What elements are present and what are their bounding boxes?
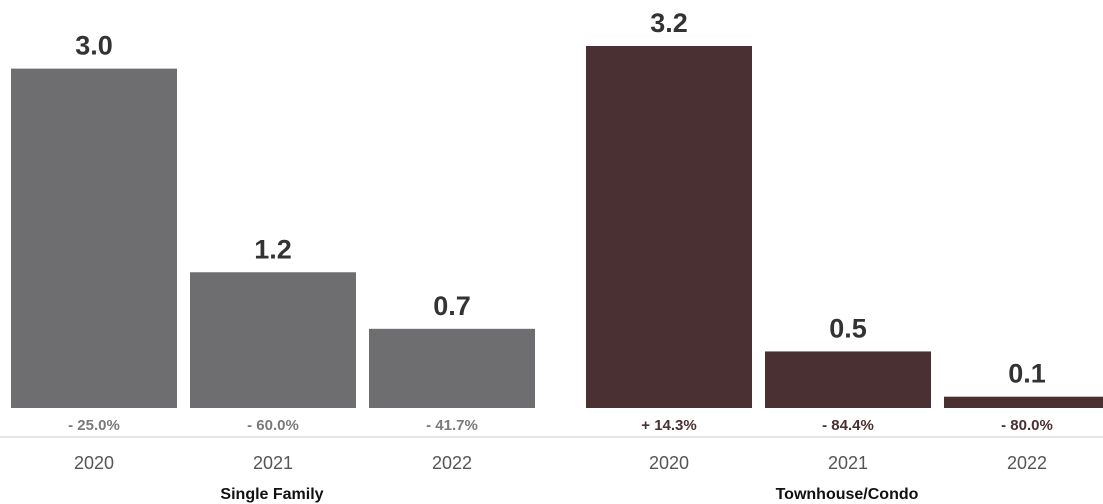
change-label-townhouse-condo-2022: - 80.0%: [1001, 417, 1053, 434]
bar-single-family-2021: [190, 272, 356, 408]
change-label-single-family-2020: - 25.0%: [68, 417, 120, 434]
value-label-townhouse-condo-2022: 0.1: [1008, 359, 1046, 389]
change-label-townhouse-condo-2021: - 84.4%: [822, 417, 874, 434]
value-label-single-family-2022: 0.7: [433, 291, 471, 321]
bar-single-family-2022: [369, 328, 535, 408]
value-label-single-family-2020: 3.0: [75, 31, 113, 61]
value-label-townhouse-condo-2021: 0.5: [829, 313, 867, 343]
value-label-townhouse-condo-2020: 3.2: [650, 8, 688, 38]
bar-townhouse-condo-2022: [944, 396, 1103, 408]
bar-single-family-2020: [11, 68, 177, 408]
year-label-single-family-2020: 2020: [74, 453, 114, 473]
year-label-townhouse-condo-2022: 2022: [1007, 453, 1047, 473]
group-label-townhouse-condo: Townhouse/Condo: [776, 486, 919, 503]
year-label-townhouse-condo-2020: 2020: [649, 453, 689, 473]
bar-townhouse-condo-2021: [765, 351, 931, 408]
year-label-townhouse-condo-2021: 2021: [828, 453, 868, 473]
group-label-single-family: Single Family: [220, 486, 323, 503]
change-label-single-family-2021: - 60.0%: [247, 417, 299, 434]
bar-townhouse-condo-2020: [586, 46, 752, 408]
year-label-single-family-2022: 2022: [432, 453, 472, 473]
value-label-single-family-2021: 1.2: [254, 234, 292, 264]
change-label-townhouse-condo-2020: + 14.3%: [641, 417, 696, 434]
year-label-single-family-2021: 2021: [253, 453, 293, 473]
change-label-single-family-2022: - 41.7%: [426, 417, 478, 434]
